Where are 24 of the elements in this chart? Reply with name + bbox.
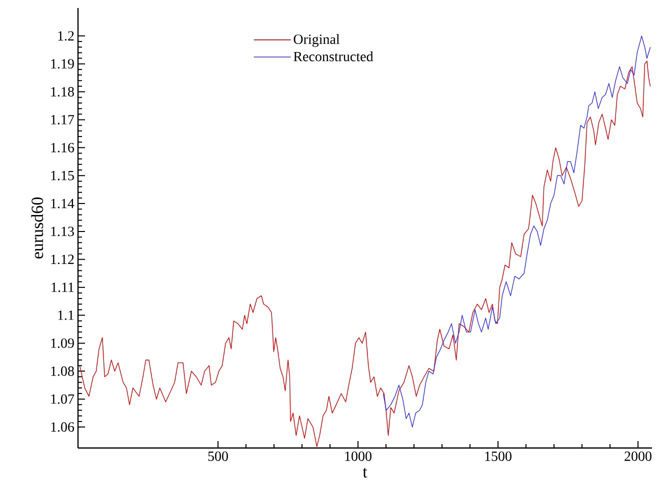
y-tick-label: 1.19 — [51, 59, 74, 69]
x-tick-label: 1500 — [485, 452, 512, 461]
y-tick-label: 1.18 — [51, 87, 74, 97]
y-tick-label: 1.14 — [51, 198, 74, 208]
y-tick-label: 1.17 — [51, 115, 74, 124]
legend-label: Original — [294, 34, 340, 47]
legend-label: Reconstructed — [294, 51, 374, 62]
y-tick-label: 1.12 — [51, 254, 74, 264]
line-series — [382, 36, 651, 428]
y-tick-label: 1.09 — [51, 338, 74, 348]
y-tick-label: 1.11 — [52, 282, 74, 292]
y-tick-label: 1.13 — [51, 226, 74, 236]
y-tick-label: 1.07 — [51, 394, 74, 404]
y-tick-label: 1.06 — [51, 422, 74, 432]
x-axis-title: t — [362, 468, 368, 478]
y-tick-label: 1.08 — [51, 366, 74, 376]
x-tick-label: 1000 — [345, 452, 372, 461]
y-tick-label: 1.16 — [51, 142, 74, 152]
y-tick-label: 1.2 — [58, 31, 74, 41]
x-tick-label: 500 — [208, 452, 228, 461]
y-tick-label: 1.1 — [58, 310, 74, 320]
y-axis-title: eurusd60 — [31, 197, 44, 258]
y-tick-label: 1.15 — [51, 170, 74, 180]
x-tick-label: 2000 — [624, 452, 652, 461]
